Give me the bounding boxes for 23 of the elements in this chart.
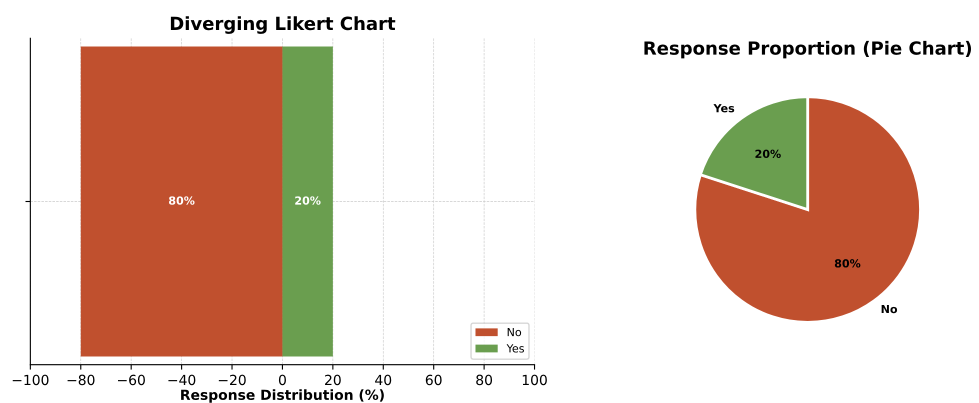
data-label: 20% <box>755 150 781 158</box>
slice-label: Yes <box>713 104 734 112</box>
x-tick-label: −60 <box>118 374 145 386</box>
chart-title: Diverging Likert Chart <box>170 16 396 34</box>
data-label: 20% <box>295 196 321 205</box>
x-tick-label: −20 <box>218 374 246 386</box>
x-tick-label: 80 <box>476 374 492 386</box>
data-label: 80% <box>168 196 195 205</box>
x-tick-label: 40 <box>375 374 392 386</box>
x-axis-title: Response Distribution (%) <box>181 389 384 403</box>
legend-label: Yes <box>506 344 524 353</box>
x-tick-label: 20 <box>325 374 341 386</box>
x-tick-label: −100 <box>12 374 48 386</box>
slice-label: No <box>882 304 898 314</box>
chart-title: Response Proportion (Pie Chart) <box>644 40 972 58</box>
pie-slice <box>693 95 922 324</box>
x-tick-label: −40 <box>168 374 196 386</box>
data-label: 80% <box>834 259 860 268</box>
x-tick-label: 100 <box>522 374 547 386</box>
legend-label: No <box>508 328 522 336</box>
x-tick-label: 0 <box>278 374 286 386</box>
x-tick-label: −80 <box>68 374 94 386</box>
x-tick-label: 60 <box>426 374 442 386</box>
